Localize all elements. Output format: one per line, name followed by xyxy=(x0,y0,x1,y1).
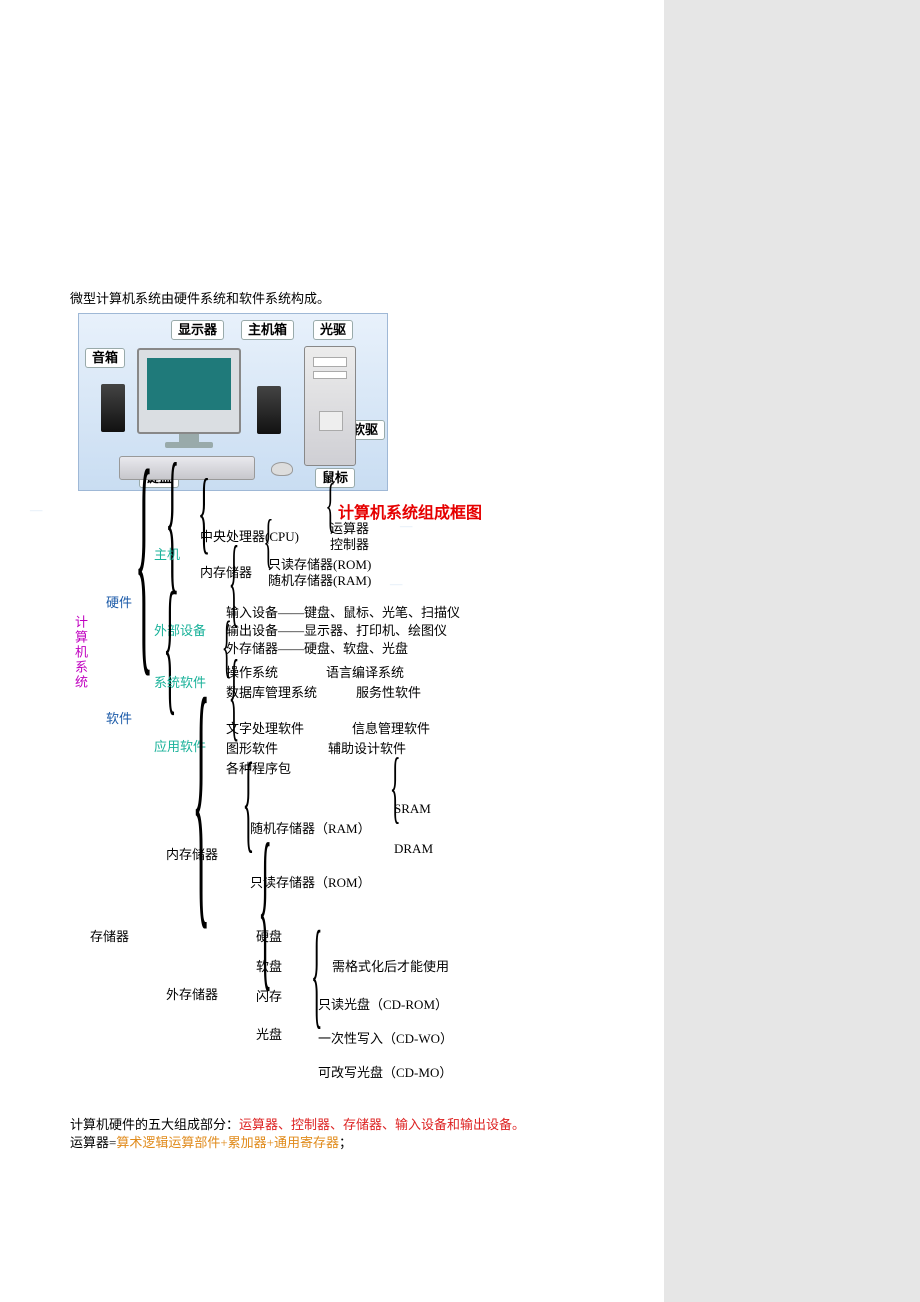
c1-extsto: 外存储器——硬盘、软盘、光盘 xyxy=(226,639,408,659)
c1-sw: 软件 xyxy=(106,709,132,729)
c2-fmt-note: 需格式化后才能使用 xyxy=(332,957,449,977)
c1-cpu: 中央处理器(CPU) xyxy=(200,527,299,547)
c2-root: 存储器 xyxy=(90,927,129,947)
c1-ext: 外部设备 xyxy=(154,621,206,641)
speaker-right-shape xyxy=(257,386,281,434)
bottom-line-1: 计算机硬件的五大组成部分：运算器、控制器、存储器、输入设备和输出设备。 xyxy=(70,1116,630,1134)
intro-line: 微型计算机系统由硬件系统和软件系统构成。 xyxy=(70,288,630,307)
c2-ext: 外存储器 xyxy=(166,985,218,1005)
c1-syssw-lang: 语言编译系统 xyxy=(326,663,404,683)
label-speakers: 音箱 xyxy=(85,348,125,368)
right-gray-band xyxy=(664,0,920,1302)
c1-out: 输出设备——显示器、打印机、绘图仪 xyxy=(226,621,447,641)
label-optical: 光驱 xyxy=(313,320,353,340)
bottom-l2-tail: ； xyxy=(339,1135,352,1150)
computer-photo-illustration: 显示器 主机箱 光驱 音箱 软驱 键盘 鼠标 xyxy=(78,313,388,491)
c1-in: 输入设备——键盘、鼠标、光笔、扫描仪 xyxy=(226,603,460,623)
c2-cdrom: 只读光盘（CD-ROM） xyxy=(318,995,448,1015)
bottom-l2-orange: 算术逻辑运算部件+累加器+通用寄存器 xyxy=(116,1135,339,1150)
bottom-paragraph: 计算机硬件的五大组成部分：运算器、控制器、存储器、输入设备和输出设备。 运算器=… xyxy=(70,1116,630,1152)
c1-syssw-svc: 服务性软件 xyxy=(356,683,421,703)
c2-floppy: 软盘 xyxy=(256,957,282,977)
c2-dram: DRAM xyxy=(394,839,433,859)
tower-shape xyxy=(304,346,356,466)
chart1-tree: 计算机系统 { 硬件 { 主机 { 中央处理器(CPU) { 运算器 控制器 内… xyxy=(70,527,630,797)
c2-sram: SRAM xyxy=(394,799,431,819)
c2-flash: 闪存 xyxy=(256,987,282,1007)
bottom-l2-black: 运算器= xyxy=(70,1135,116,1150)
label-monitor: 显示器 xyxy=(171,320,224,340)
c2-cd: 光盘 xyxy=(256,1025,282,1045)
c1-appsw-pkg: 各种程序包 xyxy=(226,759,291,779)
c2-cdmo: 可改写光盘（CD-MO） xyxy=(318,1063,452,1083)
speaker-left-shape xyxy=(101,384,125,432)
c1-cpu-ctrl: 控制器 xyxy=(330,535,369,555)
c2-mem: 内存储器 xyxy=(166,845,218,865)
bottom-l1-red: 运算器、控制器、存储器、输入设备和输出设备。 xyxy=(239,1117,525,1132)
c2-hdd: 硬盘 xyxy=(256,927,282,947)
c1-mem: 内存储器 xyxy=(200,563,252,583)
label-tower: 主机箱 xyxy=(241,320,294,340)
mouse-shape xyxy=(271,462,293,476)
bottom-line-2: 运算器=算术逻辑运算部件+累加器+通用寄存器； xyxy=(70,1134,630,1152)
c1-root: 计算机系统 xyxy=(70,615,84,690)
bottom-l1-black: 计算机硬件的五大组成部分： xyxy=(70,1117,239,1132)
c1-mem-ram: 随机存储器(RAM) xyxy=(268,571,371,591)
c1-appsw-info: 信息管理软件 xyxy=(352,719,430,739)
chart2-tree: 存储器 { 内存储器 { 随机存储器（RAM） { SRAM DRAM 只读存储… xyxy=(70,797,630,1097)
c1-hw: 硬件 xyxy=(106,593,132,613)
c1-syssw-db: 数据库管理系统 xyxy=(226,683,317,703)
main-content: 微型计算机系统由硬件系统和软件系统构成。 显示器 主机箱 光驱 音箱 软驱 键盘… xyxy=(70,288,630,1097)
chart1-title: 计算机系统组成框图 xyxy=(190,499,630,523)
c2-cdwo: 一次性写入（CD-WO） xyxy=(318,1029,453,1049)
c1-appsw-word: 文字处理软件 xyxy=(226,719,304,739)
